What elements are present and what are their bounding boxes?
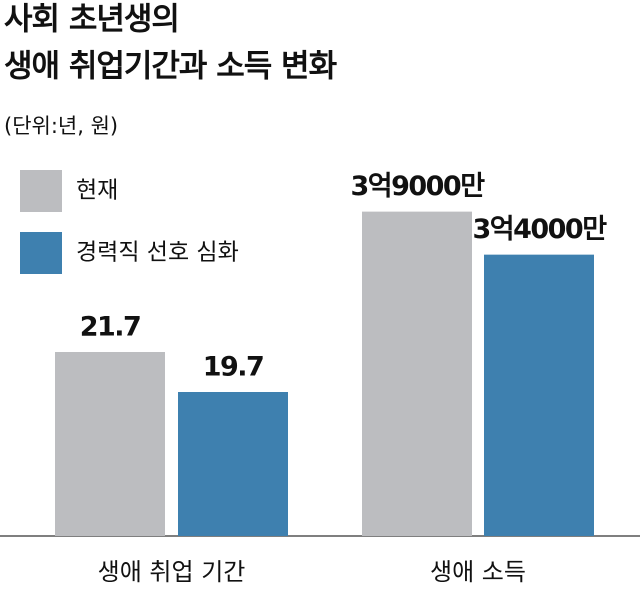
bar — [55, 352, 165, 536]
bar — [484, 254, 594, 536]
chart-title: 생애 취업기간과 소득 변화 — [4, 49, 338, 85]
legend-swatch — [20, 170, 62, 212]
value-label: 3억9000만 — [350, 171, 485, 202]
value-label: 21.7 — [80, 312, 141, 343]
bar — [178, 392, 288, 536]
chart-title: 사회 초년생의 — [4, 2, 179, 38]
value-label: 3억4000만 — [472, 214, 607, 245]
legend-label: 경력직 선호 심화 — [76, 240, 239, 266]
x-tick-label: 생애 소득 — [430, 558, 526, 586]
legend-swatch — [20, 232, 62, 274]
unit-note: (단위:년, 원) — [4, 114, 118, 138]
x-tick-label: 생애 취업 기간 — [98, 558, 246, 586]
bar — [362, 211, 472, 537]
legend-label: 현재 — [76, 178, 118, 204]
value-label: 19.7 — [203, 352, 264, 383]
